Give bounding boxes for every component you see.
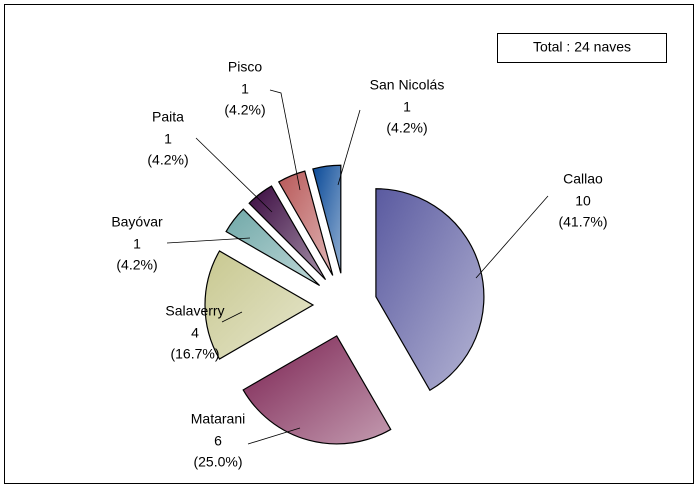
- slice-value: 4: [191, 325, 199, 341]
- pie-slice: [375, 188, 485, 392]
- slice-label: Callao: [563, 171, 603, 187]
- slice-value: 1: [241, 81, 249, 97]
- slice-percent: (4.2%): [116, 257, 157, 273]
- slice-percent: (41.7%): [558, 214, 607, 230]
- leader-line: [166, 237, 251, 244]
- leader-line: [195, 137, 273, 213]
- slice-label: Bayóvar: [111, 214, 163, 230]
- pie-slice: [242, 335, 392, 445]
- pie-slice: [225, 208, 321, 287]
- slice-value: 1: [403, 99, 411, 115]
- leader-line: [475, 195, 549, 279]
- slice-label: Matarani: [191, 411, 245, 427]
- slice-value: 1: [164, 131, 172, 147]
- slice-percent: (16.7%): [170, 346, 219, 362]
- pie-slice: [204, 250, 315, 360]
- slice-percent: (4.2%): [147, 152, 188, 168]
- slice-label: Salaverry: [165, 303, 224, 319]
- slice-label: Pisco: [228, 59, 262, 75]
- slice-value: 10: [575, 193, 591, 209]
- slice-percent: (25.0%): [193, 454, 242, 470]
- annotation: Total : 24 naves: [533, 39, 631, 55]
- pie-slice: [277, 170, 334, 276]
- slice-label: Paita: [152, 109, 184, 125]
- slice-percent: (4.2%): [386, 120, 427, 136]
- slice-label: San Nicolás: [370, 77, 445, 93]
- annotation-box: [497, 33, 667, 63]
- leader-line: [337, 109, 361, 186]
- slice-value: 6: [214, 433, 222, 449]
- leader-line: [269, 89, 301, 191]
- leader-line: [221, 311, 243, 323]
- slice-value: 1: [133, 236, 141, 252]
- pie-slice: [312, 164, 342, 274]
- slice-percent: (4.2%): [224, 102, 265, 118]
- leader-line: [247, 427, 301, 445]
- pie-slice: [248, 185, 327, 281]
